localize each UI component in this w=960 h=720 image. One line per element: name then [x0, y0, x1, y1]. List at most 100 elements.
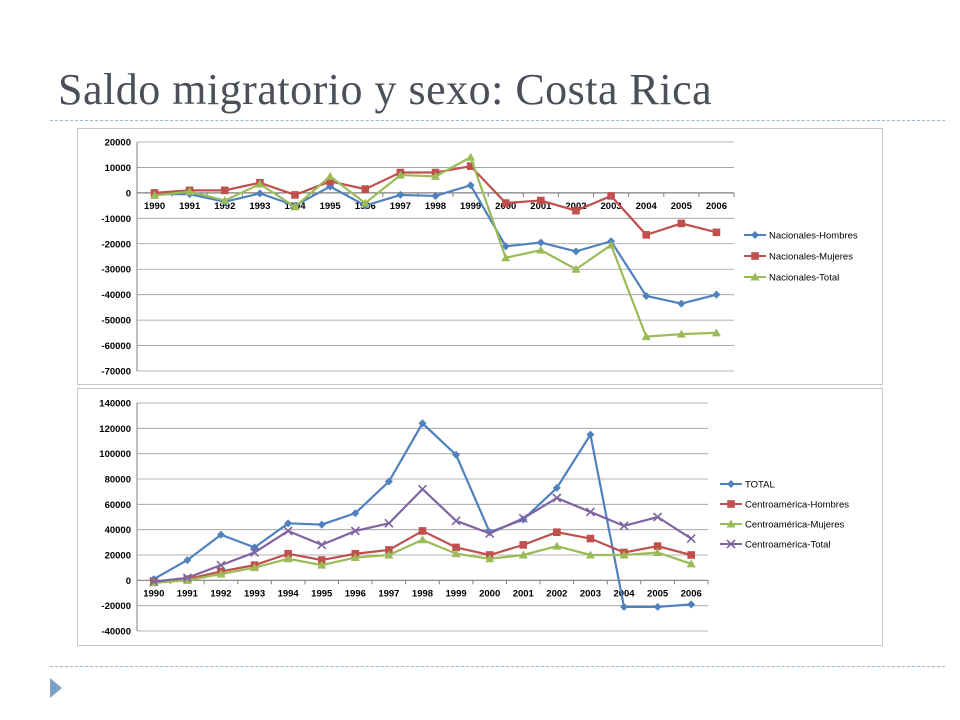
title-divider	[50, 120, 945, 121]
x-tick-label: 2003	[601, 201, 622, 212]
legend-entry: TOTAL	[720, 480, 775, 491]
legend-label: TOTAL	[745, 480, 775, 491]
data-point	[350, 526, 360, 536]
data-point	[653, 512, 663, 522]
data-point	[284, 519, 293, 528]
data-point	[642, 231, 651, 239]
x-tick-label: 1997	[378, 588, 399, 599]
y-tick-label: -40000	[101, 627, 131, 638]
y-tick-label: 80000	[105, 475, 131, 486]
chart-nacionales-svg: 20000 10000 0 -10000 -20000 -30000 -40000 -5000…	[101, 138, 858, 378]
data-point	[552, 483, 561, 492]
data-point	[317, 560, 327, 569]
data-point	[395, 170, 405, 179]
data-point	[712, 228, 721, 237]
x-tick-label: 1990	[143, 588, 164, 599]
y-tick-label: -20000	[101, 239, 131, 250]
x-tick-label: 1991	[179, 201, 201, 212]
data-point	[418, 419, 427, 428]
legend-marker	[750, 272, 760, 281]
legend-marker	[727, 500, 735, 508]
x-tick-label: 2006	[681, 588, 702, 599]
legend-entry: Centroamérica-Total	[720, 539, 831, 551]
data-point	[518, 513, 528, 523]
y-tick-label: -70000	[101, 367, 131, 378]
y-tick-label: -60000	[101, 341, 131, 352]
data-point	[317, 540, 327, 550]
data-point	[283, 554, 293, 563]
chart-centroamerica-svg: 140000 120000 100000 80000 60000 40000 20000 0 -…	[99, 399, 849, 638]
y-tick-label: 0	[126, 188, 131, 199]
x-tick-label: 2005	[671, 201, 693, 212]
data-point	[485, 528, 495, 539]
data-point	[326, 182, 335, 191]
legend-entry: Nacionales-Hombres	[744, 231, 858, 242]
data-point	[431, 191, 440, 200]
data-point	[619, 521, 629, 531]
data-point	[466, 181, 475, 190]
chart-nacionales: 20000 10000 0 -10000 -20000 -30000 -40000 -5000…	[77, 128, 883, 385]
data-point	[216, 569, 226, 578]
data-point	[641, 332, 651, 341]
data-point	[290, 202, 300, 211]
y-tick-label: 40000	[105, 525, 131, 536]
data-point	[249, 547, 260, 558]
data-point	[519, 541, 528, 549]
data-point	[485, 528, 494, 537]
data-point	[220, 186, 229, 195]
series-Centroamérica-Total	[149, 484, 696, 587]
data-point	[351, 509, 360, 518]
data-point	[385, 546, 393, 554]
legend-entry: Nacionales-Total	[744, 272, 839, 284]
data-point	[418, 527, 427, 535]
x-tick-label: 1995	[320, 201, 342, 212]
data-point	[676, 329, 686, 338]
data-point	[619, 550, 629, 559]
x-tick-label: 1999	[460, 201, 481, 212]
legend-entry: Centroamérica-Hombres	[720, 500, 849, 511]
data-point	[182, 575, 192, 584]
x-tick-label: 1996	[345, 588, 366, 599]
y-tick-label: 20000	[105, 138, 131, 149]
series-Centroamérica-Mujeres	[149, 535, 696, 587]
data-point	[571, 264, 581, 273]
data-point	[149, 577, 159, 587]
legend-label: Nacionales-Total	[769, 273, 839, 284]
data-point	[677, 299, 686, 308]
data-point	[431, 171, 440, 180]
data-point	[325, 171, 335, 180]
x-tick-label: 2005	[647, 588, 669, 599]
data-point	[586, 430, 595, 439]
data-point	[417, 484, 428, 494]
legend-label: Centroamérica-Mujeres	[745, 520, 845, 531]
data-point	[317, 520, 326, 529]
data-point	[326, 177, 334, 186]
series-line	[154, 155, 717, 338]
data-point	[585, 507, 596, 517]
y-tick-label: 20000	[105, 551, 131, 562]
data-point	[553, 528, 561, 536]
x-tick-label: 1999	[446, 588, 467, 599]
data-point	[317, 556, 326, 564]
data-point	[519, 515, 528, 524]
data-point	[571, 247, 580, 256]
data-point	[620, 602, 629, 611]
x-tick-label: 1994	[278, 588, 300, 599]
legend-marker	[726, 519, 736, 528]
slide-bullet-icon	[50, 678, 62, 698]
slide-title: Saldo migratorio y sexo: Costa Rica	[58, 65, 713, 114]
legend-label: Centroamérica-Total	[745, 540, 831, 551]
data-point	[653, 547, 663, 556]
legend-entry: Centroamérica-Mujeres	[720, 519, 845, 531]
data-point	[182, 573, 192, 583]
data-point	[536, 238, 545, 247]
data-point	[451, 516, 461, 526]
data-point	[711, 328, 721, 337]
data-point	[284, 549, 292, 558]
x-tick-label: 2002	[565, 201, 586, 212]
data-point	[586, 534, 595, 543]
y-tick-label: 120000	[99, 424, 131, 435]
x-tick-label: 2000	[479, 588, 500, 599]
data-point	[291, 191, 299, 199]
data-point	[653, 602, 662, 611]
